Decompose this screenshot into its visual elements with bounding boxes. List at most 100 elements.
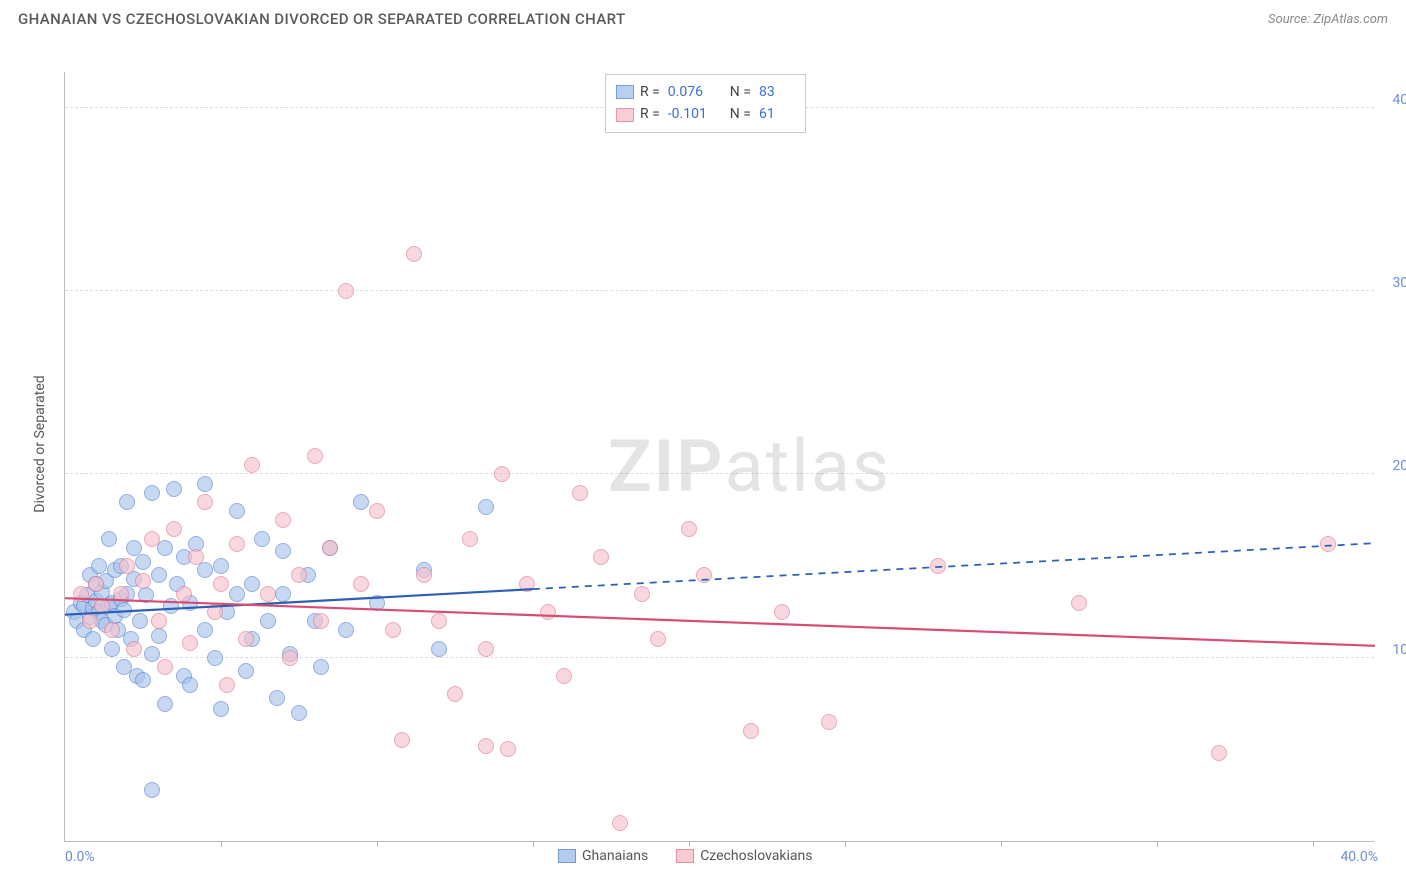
data-point [238, 663, 254, 679]
x-tick [1001, 841, 1002, 847]
data-point [151, 567, 167, 583]
trend-line-dashed [533, 543, 1375, 589]
data-point [188, 549, 204, 565]
x-tick [1157, 841, 1158, 847]
data-point [930, 558, 946, 574]
y-axis-label: Divorced or Separated [32, 375, 48, 512]
data-point [229, 536, 245, 552]
n-value: 83 [759, 81, 783, 103]
data-point [650, 631, 666, 647]
data-point [126, 540, 142, 556]
r-label: R = [640, 103, 660, 125]
series-name: Ghanaians [582, 848, 648, 864]
data-point [260, 586, 276, 602]
y-tick-label: 40.0% [1392, 92, 1406, 108]
data-point [500, 741, 516, 757]
data-point [478, 738, 494, 754]
data-point [182, 677, 198, 693]
data-point [478, 499, 494, 515]
data-point [593, 549, 609, 565]
data-point [556, 668, 572, 684]
data-point [338, 622, 354, 638]
data-point [260, 613, 276, 629]
data-point [244, 457, 260, 473]
data-point [116, 602, 132, 618]
y-tick-label: 30.0% [1392, 275, 1406, 291]
trend-overlay [65, 72, 1375, 842]
data-point [166, 521, 182, 537]
chart-title: GHANAIAN VS CZECHOSLOVAKIAN DIVORCED OR … [18, 10, 626, 28]
data-point [353, 576, 369, 592]
data-point [416, 567, 432, 583]
data-point [88, 576, 104, 592]
data-point [91, 558, 107, 574]
r-value: 0.076 [668, 81, 712, 103]
data-point [540, 604, 556, 620]
data-point [743, 723, 759, 739]
data-point [207, 604, 223, 620]
data-point [462, 531, 478, 547]
data-point [151, 613, 167, 629]
data-point [572, 485, 588, 501]
data-point [447, 686, 463, 702]
data-point [275, 543, 291, 559]
data-point [612, 815, 628, 831]
data-point [197, 476, 213, 492]
r-label: R = [640, 81, 660, 103]
y-tick-label: 20.0% [1392, 458, 1406, 474]
data-point [197, 622, 213, 638]
data-point [338, 283, 354, 299]
data-point [119, 494, 135, 510]
data-point [313, 613, 329, 629]
data-point [207, 650, 223, 666]
data-point [132, 613, 148, 629]
data-point [197, 562, 213, 578]
data-point [322, 540, 338, 556]
data-point [494, 466, 510, 482]
data-point [1071, 595, 1087, 611]
data-point [163, 598, 179, 614]
data-point [119, 558, 135, 574]
data-point [144, 646, 160, 662]
data-point [1320, 536, 1336, 552]
data-point [229, 586, 245, 602]
data-point [144, 782, 160, 798]
data-point [213, 701, 229, 717]
n-value: 61 [759, 103, 783, 125]
series-legend: Ghanaians Czechoslovakians [558, 848, 812, 864]
data-point [406, 246, 422, 262]
source-attribution: Source: ZipAtlas.com [1268, 12, 1388, 27]
data-point [634, 586, 650, 602]
legend-swatch [616, 108, 634, 122]
data-point [696, 567, 712, 583]
y-tick-label: 10.0% [1392, 642, 1406, 658]
data-point [394, 732, 410, 748]
legend-swatch [616, 85, 634, 99]
data-point [157, 659, 173, 675]
x-axis-min-label: 0.0% [65, 849, 95, 865]
data-point [151, 628, 167, 644]
r-value: -0.101 [668, 103, 712, 125]
x-tick [1313, 841, 1314, 847]
data-point [478, 641, 494, 657]
stats-legend-row: R =-0.101N =61 [616, 103, 795, 125]
data-point [291, 705, 307, 721]
series-legend-item: Ghanaians [558, 848, 648, 864]
data-point [135, 573, 151, 589]
data-point [126, 641, 142, 657]
gridline [65, 290, 1374, 291]
data-point [431, 613, 447, 629]
series-name: Czechoslovakians [700, 848, 812, 864]
data-point [213, 576, 229, 592]
scatter-plot: 10.0%20.0%30.0%40.0%0.0%40.0%R =0.076N =… [64, 72, 1374, 842]
gridline [65, 473, 1374, 474]
data-point [82, 613, 98, 629]
data-point [291, 567, 307, 583]
data-point [113, 586, 129, 602]
data-point [101, 531, 117, 547]
data-point [282, 650, 298, 666]
data-point [369, 595, 385, 611]
data-point [431, 641, 447, 657]
data-point [313, 659, 329, 675]
data-point [369, 503, 385, 519]
